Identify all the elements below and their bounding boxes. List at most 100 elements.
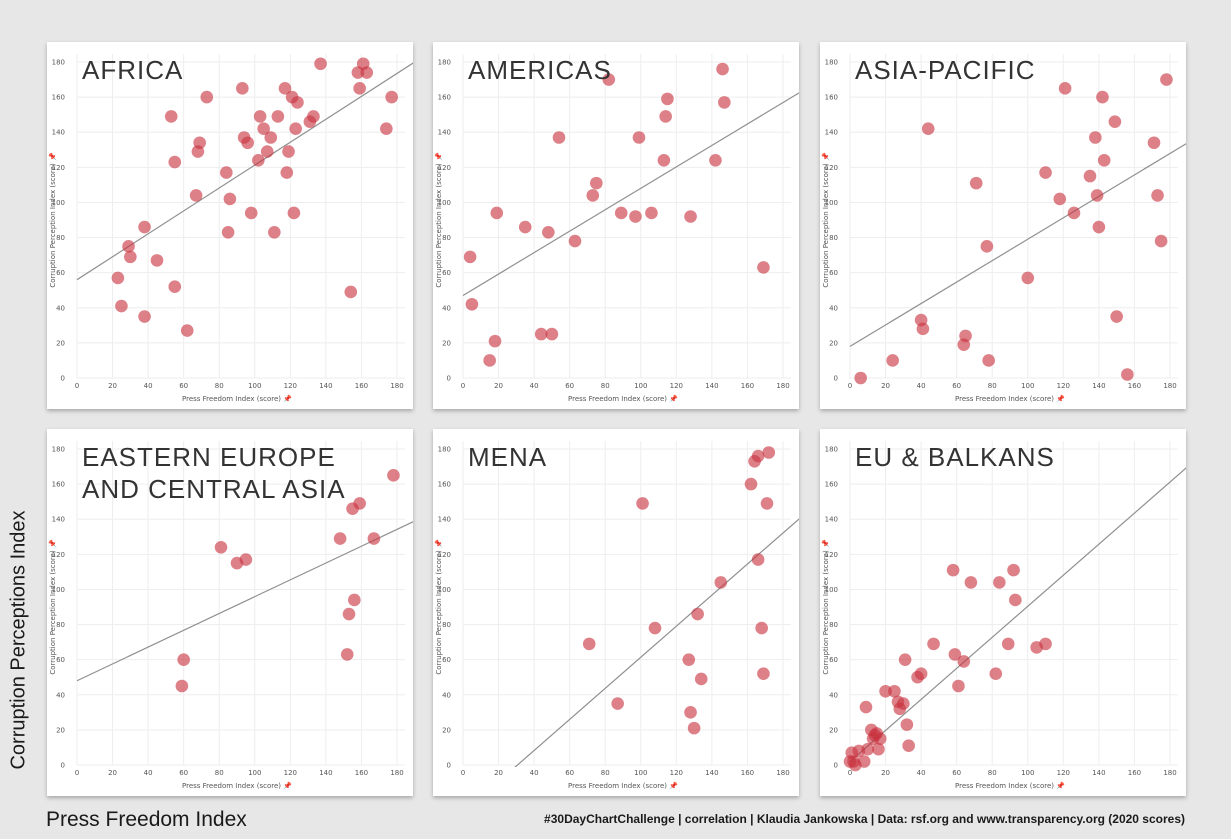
data-point xyxy=(946,563,960,577)
data-point xyxy=(542,225,555,239)
y-tick-label: 180 xyxy=(825,59,838,67)
data-point xyxy=(340,648,354,661)
y-axis-title: Corruption Perception Index (score) 📌 xyxy=(434,539,443,675)
panel-mena: 0 20 40 60 80 100 120 140 160 180 0 20 40 60 80 100 120 1… xyxy=(433,429,799,796)
x-tick-label: 100 xyxy=(248,769,261,777)
x-tick-label: 140 xyxy=(1092,769,1105,777)
x-axis-title: Press Freedom Index (score) 📌 xyxy=(955,394,1065,403)
y-tick-label: 20 xyxy=(442,339,451,347)
data-points xyxy=(843,563,1052,772)
y-tick-label: 160 xyxy=(825,481,838,489)
data-point xyxy=(648,621,662,635)
data-point xyxy=(220,166,233,179)
y-tick-label: 120 xyxy=(438,164,451,172)
y-tick-label: 40 xyxy=(829,304,838,312)
data-point xyxy=(488,334,502,348)
y-axis-title: Corruption Perception Index (score) 📌 xyxy=(48,539,57,675)
x-tick-label: 20 xyxy=(494,382,503,390)
y-tick-label: 40 xyxy=(442,304,451,312)
data-point xyxy=(900,718,914,731)
data-point xyxy=(115,299,128,313)
data-point xyxy=(280,166,294,179)
y-tick-label: 180 xyxy=(52,59,65,67)
x-tick-label: 40 xyxy=(917,382,926,390)
x-tick-label: 20 xyxy=(494,769,503,777)
panel-africa: 0 20 40 60 80 100 120 140 160 180 0 20 40 60 80 100 120 1… xyxy=(47,42,413,409)
y-tick-label: 40 xyxy=(56,304,65,312)
x-axis-title: Press Freedom Index (score) 📌 xyxy=(182,781,292,790)
data-point xyxy=(342,607,356,621)
data-point xyxy=(586,189,600,202)
y-axis-title: Corruption Perception Index (score) 📌 xyxy=(821,539,830,675)
data-point xyxy=(744,477,758,491)
y-tick-label: 100 xyxy=(52,199,65,207)
data-point xyxy=(751,449,765,463)
data-point xyxy=(257,122,270,136)
y-axis-title: Corruption Perception Index (score) 📌 xyxy=(434,152,443,288)
data-points xyxy=(175,469,400,693)
y-tick-label: 160 xyxy=(52,94,65,102)
y-tick-label: 100 xyxy=(825,199,838,207)
y-tick-label: 160 xyxy=(438,94,451,102)
y-tick-label: 40 xyxy=(829,691,838,699)
data-point xyxy=(1067,206,1081,220)
y-tick-label: 160 xyxy=(825,94,838,102)
data-point xyxy=(465,297,479,311)
x-tick-label: 160 xyxy=(741,769,754,777)
x-tick-label: 0 xyxy=(75,769,79,777)
y-tick-label: 180 xyxy=(438,446,451,454)
data-point xyxy=(914,667,928,681)
y-tick-label: 60 xyxy=(56,269,65,277)
panel-eastern-europe: 0 20 40 60 80 100 120 140 160 180 0 20 40 60 80 100 120 1… xyxy=(47,429,413,796)
data-point xyxy=(200,90,214,104)
data-point xyxy=(289,122,302,136)
data-point xyxy=(168,280,182,294)
x-tick-label: 80 xyxy=(988,769,997,777)
panel-americas: 0 20 40 60 80 100 120 140 160 180 0 20 40 60 80 100 120 1… xyxy=(433,42,799,409)
data-point xyxy=(180,324,194,337)
data-point xyxy=(657,154,671,167)
data-point xyxy=(568,234,582,248)
data-point xyxy=(691,607,704,621)
y-tick-label: 0 xyxy=(447,375,451,383)
y-tick-label: 20 xyxy=(56,726,65,734)
data-point xyxy=(287,206,301,220)
x-tick-label: 180 xyxy=(390,769,403,777)
y-tick-label: 120 xyxy=(52,164,65,172)
data-point xyxy=(1009,593,1022,607)
x-tick-label: 40 xyxy=(144,769,153,777)
data-point xyxy=(122,240,135,253)
data-point xyxy=(873,732,887,745)
x-tick-label: 140 xyxy=(705,769,718,777)
y-tick-label: 80 xyxy=(829,621,838,629)
x-tick-label: 20 xyxy=(881,769,890,777)
x-axis-title: Press Freedom Index (score) 📌 xyxy=(955,781,1065,790)
y-tick-label: 100 xyxy=(438,199,451,207)
data-point xyxy=(463,250,477,264)
x-tick-label: 140 xyxy=(1092,382,1105,390)
y-tick-label: 180 xyxy=(52,446,65,454)
y-tick-label: 0 xyxy=(61,375,65,383)
data-point xyxy=(969,176,983,190)
y-tick-label: 40 xyxy=(442,691,451,699)
data-point xyxy=(760,497,774,510)
data-point xyxy=(1121,368,1134,381)
data-point xyxy=(861,742,875,756)
x-tick-label: 100 xyxy=(248,382,261,390)
data-point xyxy=(611,697,624,710)
y-tick-label: 20 xyxy=(56,339,65,347)
data-point xyxy=(590,176,603,190)
data-point xyxy=(1108,115,1122,128)
y-tick-label: 180 xyxy=(438,59,451,67)
x-tick-label: 40 xyxy=(530,769,539,777)
y-tick-label: 80 xyxy=(56,234,65,242)
x-tick-label: 120 xyxy=(1057,382,1070,390)
data-point xyxy=(260,145,274,158)
x-tick-label: 140 xyxy=(319,382,332,390)
x-tick-label: 60 xyxy=(179,769,188,777)
data-point xyxy=(545,327,559,341)
data-point xyxy=(264,131,278,144)
x-tick-label: 120 xyxy=(1057,769,1070,777)
x-tick-label: 80 xyxy=(988,382,997,390)
data-point xyxy=(645,206,658,220)
